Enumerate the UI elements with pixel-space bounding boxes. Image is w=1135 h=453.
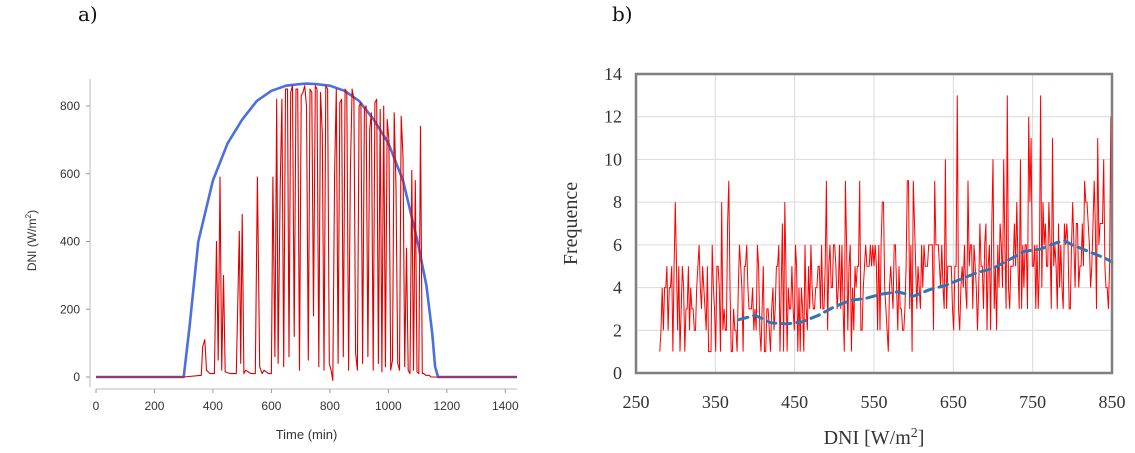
chart-b-y-tick-label: 0 bbox=[613, 363, 622, 383]
chart-a-y-tick-label: 800 bbox=[60, 99, 80, 113]
chart-a-x-tick-label: 1200 bbox=[433, 399, 460, 413]
chart-b-x-tick-label: 550 bbox=[861, 392, 888, 412]
chart-b-y-tick-label: 12 bbox=[604, 107, 622, 127]
chart-a-x-tick-label: 600 bbox=[261, 399, 281, 413]
chart-a-x-tick-label: 200 bbox=[144, 399, 164, 413]
chart-b-x-tick-label: 250 bbox=[623, 392, 650, 412]
chart-a-series-measured bbox=[96, 85, 517, 381]
chart-a-y-tick-label: 400 bbox=[60, 235, 80, 249]
chart-b-x-axis-title: DNI [W/m2] bbox=[824, 426, 925, 450]
chart-a-y-axis-title: DNI (W/m2) bbox=[23, 210, 39, 271]
chart-b-frequency-vs-dni: 0 2 4 6 8 10 12 14 250 350 450 550 650 750 850 DNI [W/m… bbox=[560, 64, 1126, 449]
chart-a-y-tick-label: 0 bbox=[73, 370, 80, 384]
chart-a-series-clear-sky bbox=[96, 82, 517, 379]
chart-b-y-tick-label: 2 bbox=[613, 320, 622, 340]
chart-b-y-tick-label: 14 bbox=[604, 64, 622, 84]
chart-b-series-trend bbox=[737, 238, 1114, 326]
chart-b-x-tick-label: 850 bbox=[1099, 392, 1126, 412]
chart-b-x-tick-label: 650 bbox=[940, 392, 967, 412]
chart-b-y-tick-label: 6 bbox=[613, 235, 622, 255]
chart-b-y-tick-label: 8 bbox=[613, 192, 622, 212]
chart-a-dni-vs-time: 0 200 400 600 800 0 200 400 600 800 1000 1200 1400 Ti… bbox=[23, 78, 519, 442]
chart-a-x-tick-label: 1400 bbox=[492, 399, 519, 413]
chart-b-series-frequency bbox=[659, 95, 1113, 373]
chart-b-plot-frame bbox=[634, 72, 1114, 375]
chart-b-x-tick-label: 450 bbox=[781, 392, 808, 412]
chart-b-y-tick-label: 10 bbox=[604, 149, 622, 169]
chart-a-x-tick-label: 800 bbox=[320, 399, 340, 413]
chart-b-y-tick-label: 4 bbox=[613, 278, 622, 298]
panel-label-b: b) bbox=[612, 2, 633, 26]
chart-b-y-axis-title: Frequence bbox=[560, 182, 582, 265]
chart-a-x-tick-label: 1000 bbox=[375, 399, 402, 413]
chart-b-x-tick-label: 350 bbox=[702, 392, 729, 412]
chart-a-x-tick-label: 0 bbox=[93, 399, 100, 413]
chart-b-x-tick-label: 750 bbox=[1019, 392, 1046, 412]
panel-label-a: a) bbox=[78, 2, 98, 26]
chart-a-x-axis-title: Time (min) bbox=[276, 427, 338, 442]
chart-a-x-tick-label: 400 bbox=[203, 399, 223, 413]
chart-a-y-tick-label: 200 bbox=[60, 302, 80, 316]
chart-a-y-tick-label: 600 bbox=[60, 167, 80, 181]
